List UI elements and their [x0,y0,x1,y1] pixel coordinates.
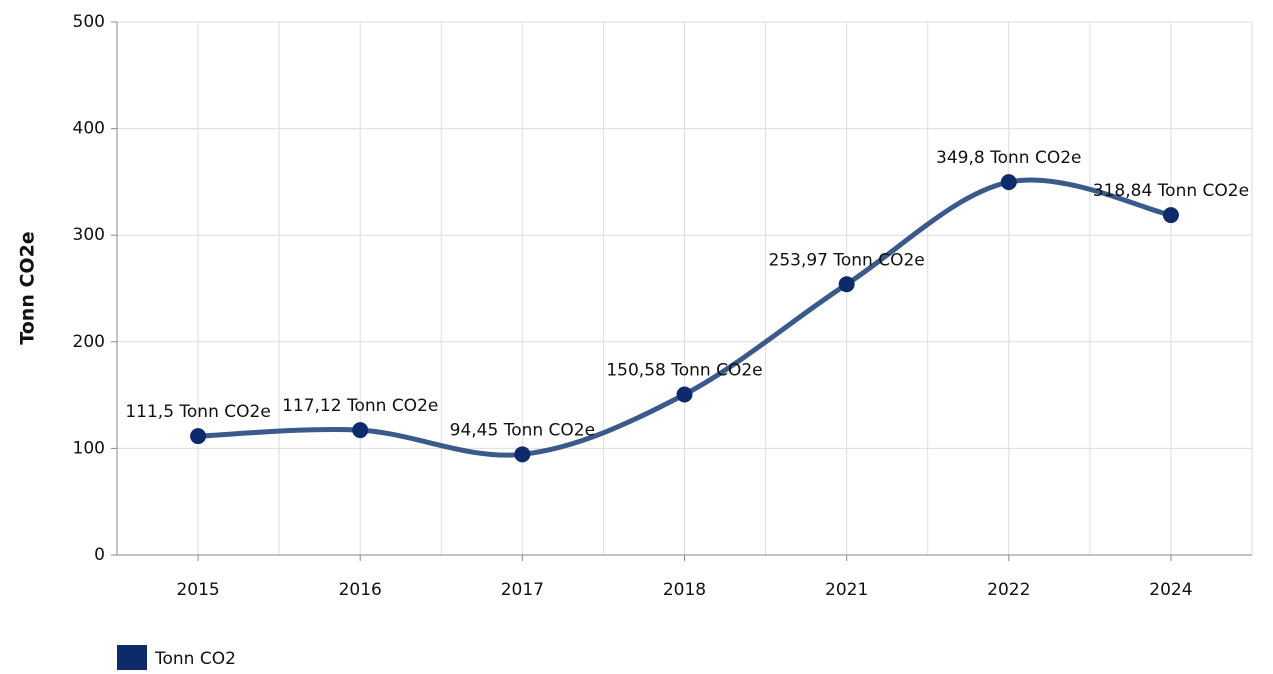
x-tick-label: 2018 [663,580,706,600]
data-label: 253,97 Tonn CO2e [769,250,925,270]
x-tick-label: 2017 [501,580,544,600]
marker [838,276,855,293]
y-axis-label: Tonn CO2e [17,231,39,344]
data-label: 349,8 Tonn CO2e [936,148,1081,168]
legend-swatch [117,645,147,670]
y-tick-label: 100 [73,438,105,458]
x-tick-label: 2022 [987,580,1030,600]
x-tick-label: 2015 [176,580,219,600]
data-label: 111,5 Tonn CO2e [125,402,270,422]
y-tick-label: 200 [73,332,105,352]
marker [514,446,531,463]
y-tick-label: 500 [73,12,105,32]
y-tick-label: 0 [94,545,105,565]
data-label: 318,84 Tonn CO2e [1093,181,1249,201]
marker [676,386,693,403]
y-tick-label: 300 [73,225,105,245]
x-tick-label: 2021 [825,580,868,600]
x-tick-label: 2016 [339,580,382,600]
y-tick-label: 400 [73,119,105,139]
x-tick-label: 2024 [1149,580,1192,600]
marker [1000,174,1017,191]
data-label: 117,12 Tonn CO2e [282,396,438,416]
marker [1162,207,1179,224]
legend-label: Tonn CO2 [154,649,236,669]
marker [190,428,207,445]
data-label: 94,45 Tonn CO2e [450,420,595,440]
data-label: 150,58 Tonn CO2e [606,360,762,380]
marker [352,422,369,439]
